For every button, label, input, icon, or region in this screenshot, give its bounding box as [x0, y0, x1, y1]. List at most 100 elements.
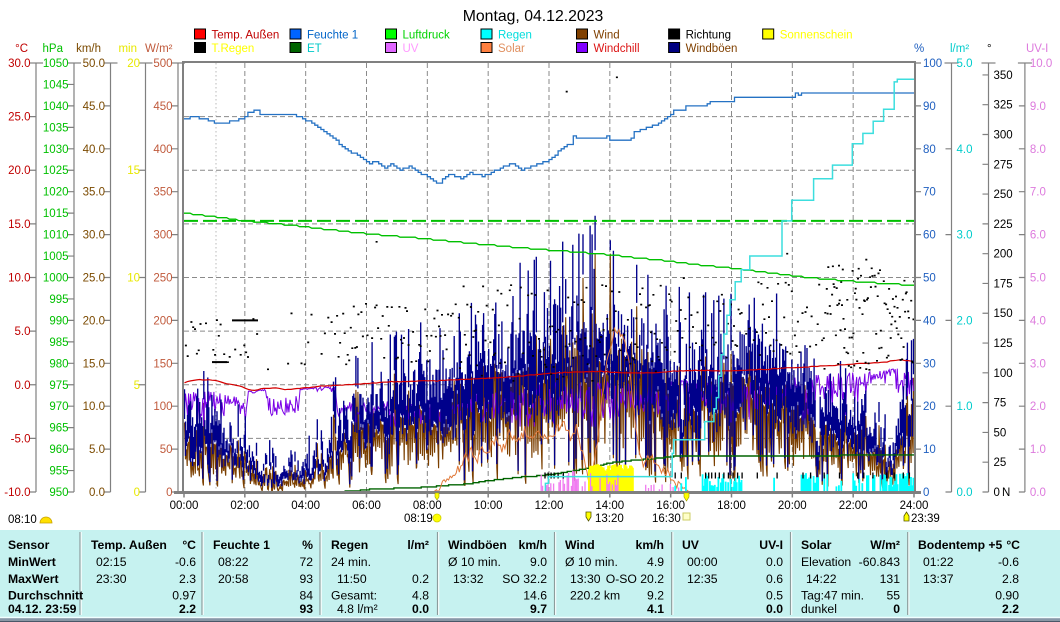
svg-text:km/h: km/h [636, 538, 664, 552]
svg-text:Bodentemp +5: Bodentemp +5 [918, 538, 1003, 552]
svg-text:Feuchte 1: Feuchte 1 [307, 30, 358, 42]
svg-text:125: 125 [994, 338, 1013, 350]
svg-text:-0.6: -0.6 [175, 555, 196, 569]
svg-text:50: 50 [923, 273, 936, 285]
svg-text:72: 72 [299, 555, 313, 569]
svg-text:Solar: Solar [801, 538, 832, 552]
svg-text:2.0: 2.0 [1030, 401, 1046, 413]
svg-text:250: 250 [153, 273, 172, 285]
svg-text:25: 25 [994, 457, 1007, 469]
svg-text:5.0: 5.0 [1030, 273, 1046, 285]
svg-text:%: % [302, 538, 313, 552]
svg-text:MinWert: MinWert [8, 555, 56, 569]
svg-text:N: N [1002, 487, 1010, 499]
svg-text:2.2: 2.2 [1002, 602, 1019, 616]
svg-text:8.0: 8.0 [1030, 144, 1046, 156]
svg-text:5.0: 5.0 [15, 326, 31, 338]
svg-text:9.2: 9.2 [647, 588, 664, 602]
svg-text:1020: 1020 [43, 187, 69, 199]
svg-text:16:00: 16:00 [656, 500, 685, 512]
svg-text:55: 55 [886, 588, 900, 602]
svg-text:0: 0 [134, 487, 140, 499]
svg-text:950: 950 [49, 487, 68, 499]
svg-text:25.0: 25.0 [83, 273, 105, 285]
svg-text:0.0: 0.0 [766, 555, 783, 569]
svg-text:02:00: 02:00 [230, 500, 259, 512]
svg-text:0: 0 [166, 487, 172, 499]
svg-text:2.0: 2.0 [957, 315, 973, 327]
svg-text:1.0: 1.0 [1030, 444, 1046, 456]
svg-text:Windböen: Windböen [448, 538, 507, 552]
svg-text:350: 350 [153, 187, 172, 199]
svg-text:13:20: 13:20 [595, 513, 624, 525]
svg-text:20: 20 [923, 401, 936, 413]
svg-text:100: 100 [153, 401, 172, 413]
svg-text:Gesamt:: Gesamt: [331, 588, 377, 602]
svg-text:0.0: 0.0 [766, 602, 783, 616]
svg-text:0: 0 [893, 602, 900, 616]
svg-text:1005: 1005 [43, 251, 69, 263]
svg-text:°: ° [987, 43, 992, 55]
svg-text:20: 20 [127, 58, 140, 70]
svg-text:Elevation: Elevation [801, 555, 851, 569]
svg-text:0.2: 0.2 [412, 572, 429, 586]
svg-text:24:00: 24:00 [900, 500, 929, 512]
svg-text:9.0: 9.0 [530, 555, 547, 569]
svg-text:0: 0 [994, 487, 1000, 499]
svg-text:40.0: 40.0 [83, 144, 105, 156]
svg-text:175: 175 [994, 279, 1013, 291]
svg-text:93: 93 [299, 602, 313, 616]
svg-text:0.0: 0.0 [15, 380, 31, 392]
svg-text:13:37: 13:37 [923, 572, 954, 586]
svg-text:W/m²: W/m² [145, 43, 173, 55]
svg-text:°C: °C [15, 43, 28, 55]
svg-text:75: 75 [994, 398, 1007, 410]
svg-text:5: 5 [134, 380, 140, 392]
svg-text:Richtung: Richtung [686, 30, 731, 42]
svg-text:km/h: km/h [519, 538, 547, 552]
svg-text:4.0: 4.0 [957, 144, 973, 156]
svg-text:15.0: 15.0 [83, 358, 105, 370]
svg-text:0.0: 0.0 [412, 602, 429, 616]
svg-text:45.0: 45.0 [83, 101, 105, 113]
svg-text:5.0: 5.0 [89, 444, 105, 456]
svg-text:12:35: 12:35 [687, 572, 718, 586]
svg-text:0.5: 0.5 [766, 588, 783, 602]
svg-text:10: 10 [127, 273, 140, 285]
svg-text:Solar: Solar [498, 43, 525, 55]
svg-text:MaxWert: MaxWert [8, 572, 59, 586]
svg-text:04.12. 23:59: 04.12. 23:59 [8, 602, 77, 616]
svg-text:1.0: 1.0 [957, 401, 973, 413]
svg-text:0.97: 0.97 [172, 588, 196, 602]
svg-text:1045: 1045 [43, 80, 69, 92]
svg-text:0.0: 0.0 [89, 487, 105, 499]
svg-text:40: 40 [923, 315, 936, 327]
svg-text:1000: 1000 [43, 273, 69, 285]
svg-text:10.0: 10.0 [8, 273, 30, 285]
svg-text:Luftdruck: Luftdruck [403, 30, 451, 42]
svg-text:7.0: 7.0 [1030, 187, 1046, 199]
svg-text:Regen: Regen [331, 538, 368, 552]
svg-text:23:39: 23:39 [911, 513, 940, 525]
svg-text:13:30: 13:30 [570, 572, 601, 586]
svg-text:450: 450 [153, 101, 172, 113]
svg-text:10.0: 10.0 [83, 401, 105, 413]
svg-text:min: min [118, 43, 137, 55]
svg-text:990: 990 [49, 315, 68, 327]
svg-text:SO 32.2: SO 32.2 [502, 572, 547, 586]
svg-text:1025: 1025 [43, 165, 69, 177]
svg-text:350: 350 [994, 70, 1013, 82]
svg-text:-10.0: -10.0 [4, 487, 30, 499]
svg-text:965: 965 [49, 423, 68, 435]
svg-text:l/m²: l/m² [407, 538, 429, 552]
svg-text:50.0: 50.0 [83, 58, 105, 70]
svg-text:10:00: 10:00 [474, 500, 503, 512]
svg-text:08:19: 08:19 [404, 513, 433, 525]
svg-text:3.0: 3.0 [957, 230, 973, 242]
svg-text:24 min.: 24 min. [331, 555, 371, 569]
svg-text:275: 275 [994, 159, 1013, 171]
svg-text:200: 200 [994, 249, 1013, 261]
svg-text:30.0: 30.0 [83, 230, 105, 242]
svg-text:30.0: 30.0 [8, 58, 30, 70]
svg-text:W/m²: W/m² [870, 538, 900, 552]
